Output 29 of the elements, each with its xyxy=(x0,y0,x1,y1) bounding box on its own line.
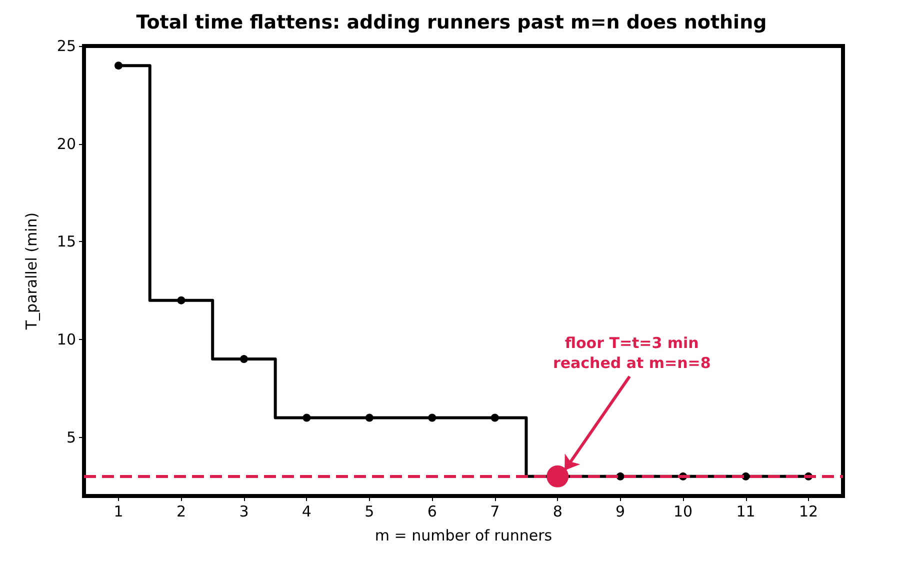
point xyxy=(365,414,374,422)
chart-title: Total time flattens: adding runners past m=n does nothing xyxy=(136,12,767,34)
x-axis-title: m = number of runners xyxy=(374,526,552,544)
x-tick-label: 3 xyxy=(239,502,249,520)
x-tick-label: 6 xyxy=(427,502,437,520)
point xyxy=(240,355,248,364)
x-tick-label: 7 xyxy=(490,502,500,520)
x-tick-label: 11 xyxy=(736,502,756,520)
x-tick-label: 8 xyxy=(552,502,562,520)
point xyxy=(428,414,436,422)
y-tick-label: 15 xyxy=(56,232,76,251)
point xyxy=(490,414,499,422)
x-tick-label: 1 xyxy=(114,502,124,520)
x-tick-label: 12 xyxy=(798,502,818,520)
x-tick-label: 9 xyxy=(616,502,626,520)
y-tick-label: 5 xyxy=(66,428,76,446)
x-tick-label: 10 xyxy=(674,502,693,520)
y-tick-label: 25 xyxy=(56,37,76,55)
annotation: floor T=t=3 min reached at m=n=8 xyxy=(552,334,711,372)
point xyxy=(546,465,569,488)
y-tick-label: 20 xyxy=(56,134,76,153)
point xyxy=(114,62,122,70)
x-tick-label: 2 xyxy=(176,502,186,520)
y-tick-label: 10 xyxy=(56,330,76,348)
x-tick-label: 5 xyxy=(364,502,374,520)
point xyxy=(302,414,311,422)
x-tick-label: 4 xyxy=(302,502,312,520)
point xyxy=(177,296,186,304)
y-axis-title: T_parallel (min) xyxy=(22,212,40,331)
